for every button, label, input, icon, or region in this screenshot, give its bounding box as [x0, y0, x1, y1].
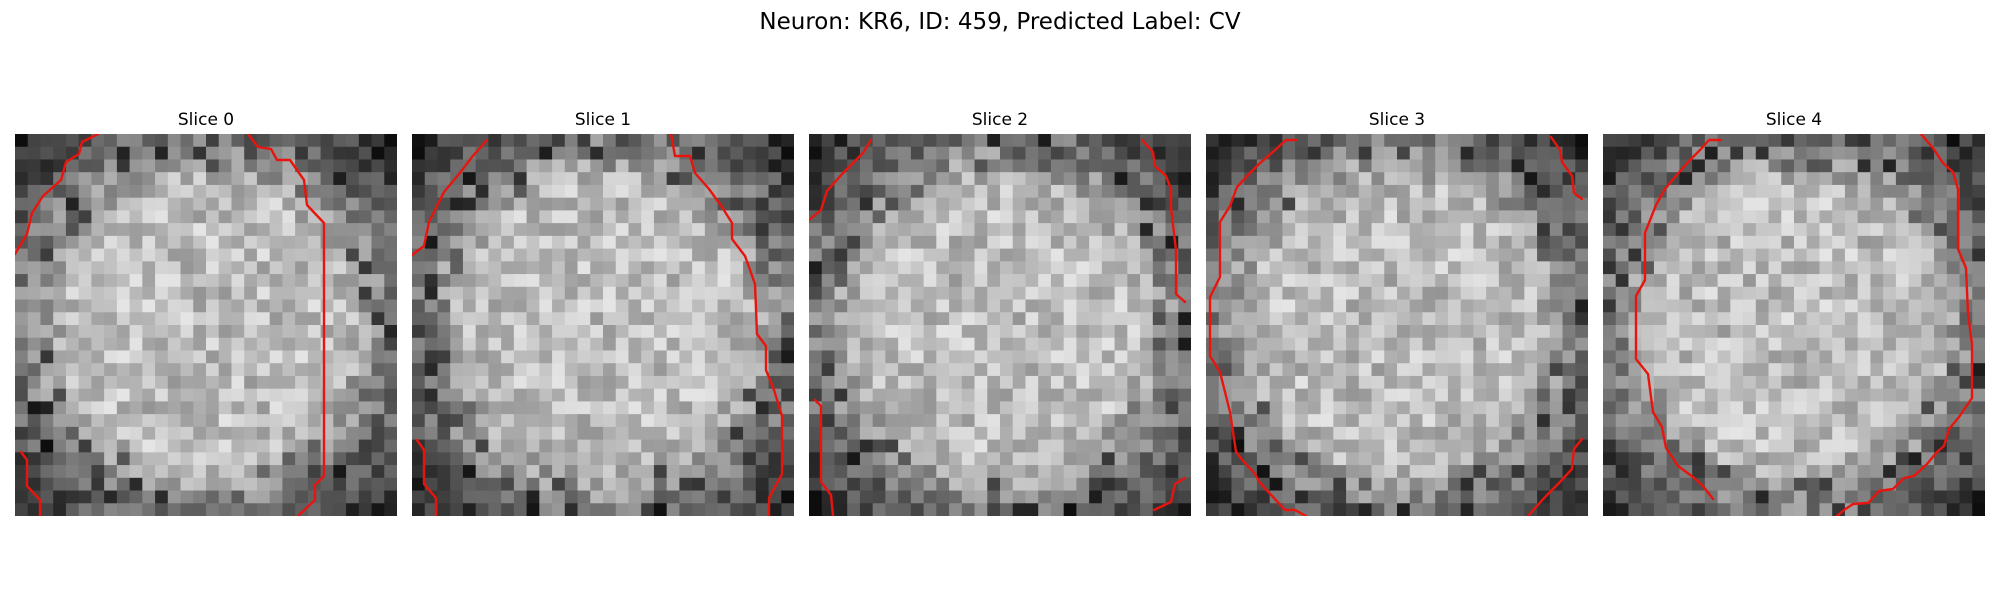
slice-image: [15, 134, 397, 516]
slice-image: [1603, 134, 1985, 516]
cell-contour-line: [1526, 437, 1584, 516]
slice-title: Slice 4: [1765, 110, 1823, 130]
cell-contour-line: [412, 138, 489, 257]
cell-contour-line: [1208, 138, 1308, 516]
cell-contour-line: [19, 450, 42, 516]
cell-contour-line: [246, 134, 326, 516]
cell-contour-line: [1549, 135, 1584, 201]
slice-title: Slice 3: [1368, 110, 1426, 130]
slice-title: Slice 0: [177, 110, 235, 130]
cell-contour-line: [15, 134, 100, 256]
cell-contour-line: [809, 138, 873, 222]
slice-panel-0: Slice 0: [15, 110, 397, 516]
slice-panel-3: Slice 3: [1206, 110, 1588, 516]
slice-panel-4: Slice 4: [1603, 110, 1985, 516]
slice-title: Slice 1: [574, 110, 632, 130]
slice-image: [809, 134, 1191, 516]
slice-panel-2: Slice 2: [809, 110, 1191, 516]
slice-title: Slice 2: [971, 110, 1029, 130]
slice-panel-1: Slice 1: [412, 110, 794, 516]
slice-image: [1206, 134, 1588, 516]
cell-contour-line: [813, 398, 835, 516]
figure-title: Neuron: KR6, ID: 459, Predicted Label: C…: [759, 9, 1241, 35]
cell-contour-line: [1152, 476, 1187, 512]
cell-contour-line: [415, 438, 438, 516]
cell-contour-line: [1634, 138, 1723, 501]
cell-contour-line: [1835, 134, 1974, 516]
slice-image: [412, 134, 794, 516]
cell-contour-line: [1140, 138, 1187, 304]
cell-contour-line: [669, 134, 784, 516]
